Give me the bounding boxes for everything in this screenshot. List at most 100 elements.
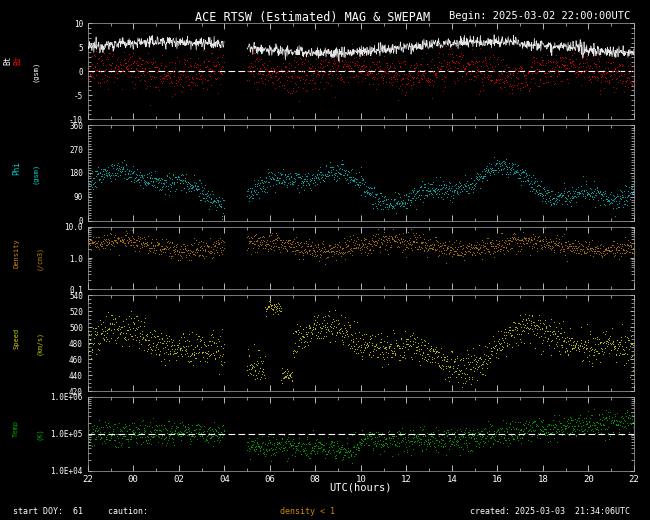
Point [530,186,541,194]
Point [181,178,191,186]
Point [353,77,363,86]
Point [113,324,124,332]
Point [288,178,298,186]
Point [509,435,519,444]
Point [199,58,209,66]
Point [428,245,438,254]
Point [594,241,604,250]
Point [454,367,465,375]
Point [569,49,579,57]
Point [380,231,391,240]
Point [271,72,281,81]
Point [100,235,110,243]
Point [459,67,469,75]
Point [160,360,170,369]
Point [192,181,202,190]
Point [605,340,616,348]
Point [568,344,578,352]
Point [532,431,542,439]
Point [595,420,605,428]
Point [419,341,429,349]
Point [170,426,180,434]
Point [587,236,597,244]
Point [596,78,606,86]
Point [571,242,582,251]
Point [491,77,501,86]
Point [304,246,315,254]
Point [279,368,289,376]
Point [431,446,441,454]
Point [400,190,411,199]
Point [473,245,484,254]
Point [564,64,574,72]
Point [477,167,488,176]
Point [475,368,486,376]
Point [246,365,257,373]
Point [421,191,432,199]
Point [359,338,370,346]
Point [482,352,493,360]
Point [294,170,304,178]
Point [463,242,473,250]
Point [132,61,142,70]
Point [597,191,607,200]
Point [484,426,495,435]
Point [585,421,595,429]
Point [98,334,109,342]
Point [503,430,514,438]
Point [179,350,190,358]
Point [462,181,472,190]
Point [356,176,367,184]
Point [406,451,416,459]
Point [268,439,279,448]
Point [145,174,155,183]
Point [523,329,533,337]
Point [177,176,188,184]
Point [136,417,147,425]
Point [462,59,472,67]
Point [500,170,511,178]
Point [192,240,203,248]
Point [124,342,135,350]
Point [193,428,203,436]
Point [480,241,490,250]
Point [578,242,588,250]
Point [448,437,458,446]
Point [257,60,267,69]
Point [291,327,302,335]
Point [285,180,295,188]
Point [319,259,330,268]
Point [439,238,450,246]
Point [111,231,121,240]
Point [138,416,148,424]
Point [564,198,575,206]
Point [524,171,534,179]
Point [480,239,490,247]
Point [426,94,437,102]
Point [122,230,132,239]
Point [337,245,347,253]
Point [398,228,409,237]
Point [386,232,396,240]
Point [214,197,225,205]
Point [621,248,631,256]
Point [266,175,276,183]
Point [483,352,493,360]
Point [112,238,122,246]
Point [98,327,108,335]
Point [188,61,199,69]
Point [476,435,486,444]
Point [382,439,392,448]
Point [547,242,557,251]
Point [431,184,441,192]
Point [186,428,196,437]
Point [169,248,179,256]
Point [176,248,187,256]
Point [493,437,503,446]
Point [374,66,385,74]
Point [155,244,165,253]
Point [338,329,348,337]
Point [320,171,330,179]
Point [436,439,446,447]
Point [441,66,452,74]
